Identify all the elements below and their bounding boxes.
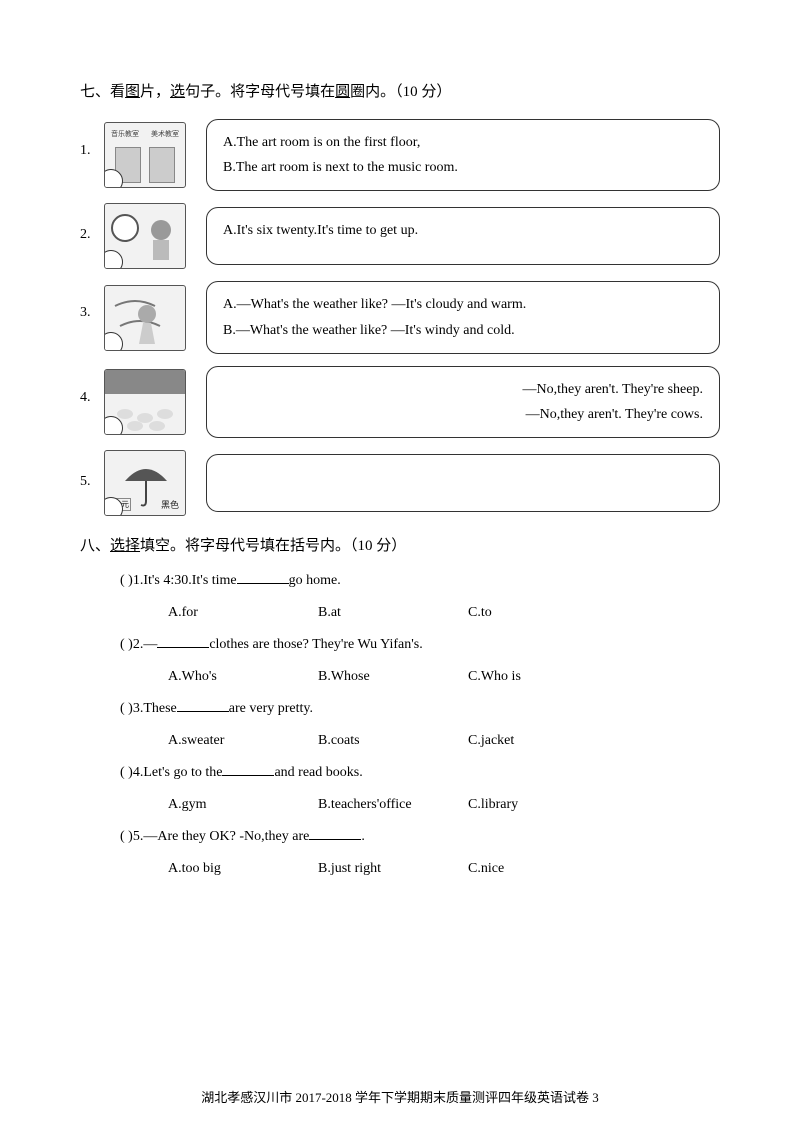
q8-question-1: ( )1.It's 4:30.It's time go home. — [120, 573, 720, 589]
q7-item-3: 3. A.—What's the weather like? —It's clo… — [80, 281, 720, 353]
fill-blank-1[interactable] — [237, 583, 289, 584]
s7-t1: 七、看 — [80, 84, 125, 100]
q8-pre-5: 5.—Are they OK? -No,they are — [133, 829, 310, 844]
q8-options-2: A.Who'sB.WhoseC.Who is — [168, 669, 720, 685]
q7-choices-1: A.The art room is on the first floor, B.… — [206, 119, 720, 191]
fill-blank-4[interactable] — [222, 775, 274, 776]
q7-item-1: 1. 音乐教室 美术教室 A.The art room is on the fi… — [80, 119, 720, 191]
q8-options-4: A.gymB.teachers'officeC.library — [168, 797, 720, 813]
q7-num-4: 4. — [80, 390, 104, 406]
q8-opt-5-c: C.nice — [468, 861, 618, 877]
q8-opt-4-b: B.teachers'office — [318, 797, 468, 813]
q8-pre-3: 3.These — [133, 701, 177, 716]
q8-options-3: A.sweaterB.coatsC.jacket — [168, 733, 720, 749]
q7-choices-4: —No,they aren't. They're sheep. —No,they… — [206, 366, 720, 438]
q8-post-1: go home. — [289, 573, 341, 588]
q7-image-2 — [104, 203, 186, 269]
q8-post-5: . — [361, 829, 365, 844]
q7-num-2: 2. — [80, 227, 104, 243]
s7-t6: 圆 — [335, 84, 350, 100]
q8-opt-5-a: A.too big — [168, 861, 318, 877]
s8-t2: 选择 — [110, 538, 140, 554]
q8-item-3: ( )3.These are very pretty. A.sweaterB.coa… — [120, 701, 720, 749]
q8-options-1: A.forB.atC.to — [168, 605, 720, 621]
q8-opt-2-a: A.Who's — [168, 669, 318, 685]
img5-color: 黑色 — [161, 498, 179, 511]
q7-choices-5 — [206, 454, 720, 512]
q8-question-3: ( )3.These are very pretty. — [120, 701, 720, 717]
q8-opt-5-b: B.just right — [318, 861, 468, 877]
q7-item-4: 4. —No,they aren't. They're sheep. —No,t… — [80, 366, 720, 438]
q7-4-line-a: —No,they aren't. They're sheep. — [223, 377, 703, 402]
s7-t2: 图 — [125, 84, 140, 100]
img1-door-right — [149, 147, 175, 183]
q8-item-1: ( )1.It's 4:30.It's time go home. A.forB.a… — [120, 573, 720, 621]
q8-opt-1-a: A.for — [168, 605, 318, 621]
q7-num-5: 5. — [80, 474, 104, 490]
answer-bracket-5[interactable]: ( ) — [120, 829, 133, 844]
q8-item-5: ( )5.—Are they OK? -No,they are. A.too bi… — [120, 829, 720, 877]
q8-opt-1-b: B.at — [318, 605, 468, 621]
q7-3-line-b: B.—What's the weather like? —It's windy … — [223, 318, 703, 343]
q7-4-line-b: —No,they aren't. They're cows. — [223, 402, 703, 427]
q8-opt-2-c: C.Who is — [468, 669, 618, 685]
q7-image-5: 18元 黑色 — [104, 450, 186, 516]
q7-image-3 — [104, 285, 186, 351]
q7-item-5: 5. 18元 黑色 — [80, 450, 720, 516]
fill-blank-5[interactable] — [309, 839, 361, 840]
q7-image-4 — [104, 369, 186, 435]
q8-opt-4-c: C.library — [468, 797, 618, 813]
q7-choices-3: A.—What's the weather like? —It's cloudy… — [206, 281, 720, 353]
img1-label-art: 美术教室 — [151, 129, 179, 139]
q8-opt-2-b: B.Whose — [318, 669, 468, 685]
q7-1-line-a: A.The art room is on the first floor, — [223, 130, 703, 155]
q7-3-line-a: A.—What's the weather like? —It's cloudy… — [223, 292, 703, 317]
q8-question-4: ( )4.Let's go to the and read books. — [120, 765, 720, 781]
q8-opt-3-b: B.coats — [318, 733, 468, 749]
q8-opt-3-c: C.jacket — [468, 733, 618, 749]
answer-bracket-2[interactable]: ( ) — [120, 637, 133, 652]
fill-blank-2[interactable] — [157, 647, 209, 648]
q8-post-4: and read books. — [274, 765, 362, 780]
answer-bracket-3[interactable]: ( ) — [120, 701, 133, 716]
page-footer: 湖北孝感汉川市 2017-2018 学年下学期期末质量测评四年级英语试卷 3 — [0, 1087, 800, 1106]
q7-image-1: 音乐教室 美术教室 — [104, 122, 186, 188]
q8-pre-1: 1.It's 4:30.It's time — [133, 573, 237, 588]
q8-question-2: ( )2.— clothes are those? They're Wu Yifa… — [120, 637, 720, 653]
s7-t4: 选 — [170, 84, 185, 100]
s7-t7: 圈内。（10 分） — [350, 84, 451, 100]
q7-2-line-a: A.It's six twenty.It's time to get up. — [223, 218, 703, 243]
q8-item-4: ( )4.Let's go to the and read books. A.gym… — [120, 765, 720, 813]
q7-item-2: 2. A.It's six twenty.It's time to get up… — [80, 203, 720, 269]
q7-choices-2: A.It's six twenty.It's time to get up. — [206, 207, 720, 265]
s8-t1: 八、 — [80, 538, 110, 554]
q8-pre-2: 2.— — [133, 637, 158, 652]
img1-label-music: 音乐教室 — [111, 129, 139, 139]
answer-bracket-4[interactable]: ( ) — [120, 765, 133, 780]
q8-question-5: ( )5.—Are they OK? -No,they are. — [120, 829, 720, 845]
section7-title: 七、看图片，选句子。将字母代号填在圆圈内。（10 分） — [80, 80, 720, 101]
q8-opt-3-a: A.sweater — [168, 733, 318, 749]
q8-options-5: A.too bigB.just rightC.nice — [168, 861, 720, 877]
s7-t5: 句子。将字母代号填在 — [185, 84, 335, 100]
q7-1-line-b: B.The art room is next to the music room… — [223, 155, 703, 180]
q8-opt-4-a: A.gym — [168, 797, 318, 813]
q8-opt-1-c: C.to — [468, 605, 618, 621]
section8-items: ( )1.It's 4:30.It's timego home.A.forB.a… — [80, 573, 720, 877]
answer-bracket-1[interactable]: ( ) — [120, 573, 133, 588]
fill-blank-3[interactable] — [177, 711, 229, 712]
s8-t3: 填空。将字母代号填在括号内。（10 分） — [140, 538, 406, 554]
q7-num-1: 1. — [80, 143, 104, 159]
q8-item-2: ( )2.— clothes are those? They're Wu Yifa… — [120, 637, 720, 685]
q7-num-3: 3. — [80, 305, 104, 321]
q8-pre-4: 4.Let's go to the — [133, 765, 223, 780]
q8-post-3: are very pretty. — [229, 701, 313, 716]
s7-t3: 片， — [140, 84, 170, 100]
section8-title: 八、选择填空。将字母代号填在括号内。（10 分） — [80, 534, 720, 555]
q8-post-2: clothes are those? They're Wu Yifan's. — [209, 637, 422, 652]
